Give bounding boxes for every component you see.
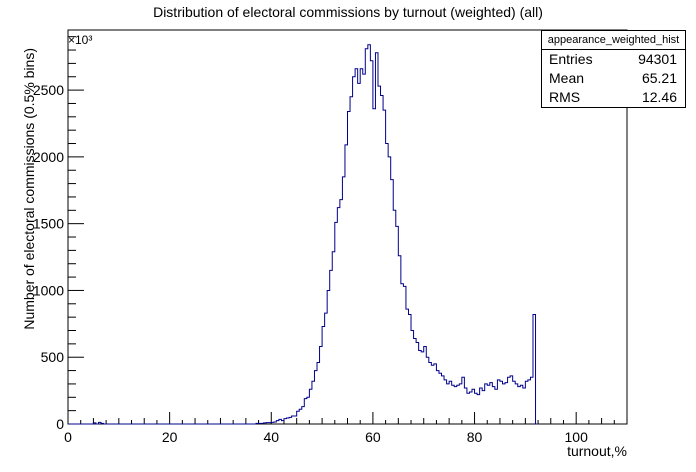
y-axis-label: Number of electoral commissions (0.5% bi… — [21, 48, 37, 330]
x-tick-label: 20 — [162, 429, 178, 445]
stats-value: 65.21 — [641, 70, 677, 86]
y-tick-label: 1500 — [33, 216, 64, 232]
stats-label: RMS — [549, 89, 581, 105]
histogram-series-line — [68, 44, 539, 425]
stats-value: 12.46 — [641, 89, 677, 105]
x-tick-label: 100 — [565, 429, 589, 445]
stats-row-mean: Mean 65.21 — [542, 69, 685, 88]
y-tick-label: 500 — [41, 349, 65, 365]
histogram-bars — [68, 44, 539, 425]
stats-label: Entries — [549, 51, 593, 67]
y-tick-label: 2000 — [33, 149, 64, 165]
y-tick-label: 1000 — [33, 282, 64, 298]
stats-box-title: appearance_weighted_hist — [542, 31, 685, 50]
stats-value: 94301 — [638, 51, 677, 67]
y-exponent-label: ×10³ — [68, 33, 92, 47]
chart-title: Distribution of electoral commissions by… — [153, 4, 543, 20]
x-axis-label: turnout,% — [567, 443, 627, 459]
x-tick-label: 0 — [64, 429, 72, 445]
x-tick-label: 80 — [467, 429, 483, 445]
stats-box: appearance_weighted_hist Entries 94301 M… — [541, 30, 686, 108]
stats-row-entries: Entries 94301 — [542, 50, 685, 69]
x-tick-label: 60 — [365, 429, 381, 445]
x-tick-label: 40 — [263, 429, 279, 445]
y-tick-label: 2500 — [33, 82, 64, 98]
stats-row-rms: RMS 12.46 — [542, 88, 685, 107]
stats-label: Mean — [549, 70, 585, 86]
y-tick-label: 0 — [56, 416, 64, 432]
